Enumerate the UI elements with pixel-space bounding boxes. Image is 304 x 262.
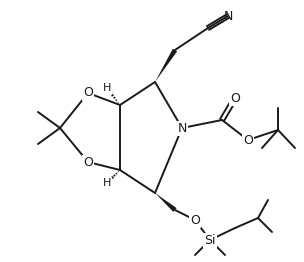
Text: Si: Si: [204, 233, 216, 247]
Text: N: N: [223, 9, 233, 23]
Polygon shape: [155, 193, 177, 212]
Text: O: O: [83, 86, 93, 100]
Text: O: O: [230, 91, 240, 105]
Text: N: N: [177, 122, 187, 134]
Text: O: O: [190, 214, 200, 227]
Text: H: H: [103, 83, 111, 93]
Text: O: O: [83, 156, 93, 168]
Polygon shape: [155, 49, 177, 82]
Text: O: O: [243, 134, 253, 146]
Text: H: H: [103, 178, 111, 188]
